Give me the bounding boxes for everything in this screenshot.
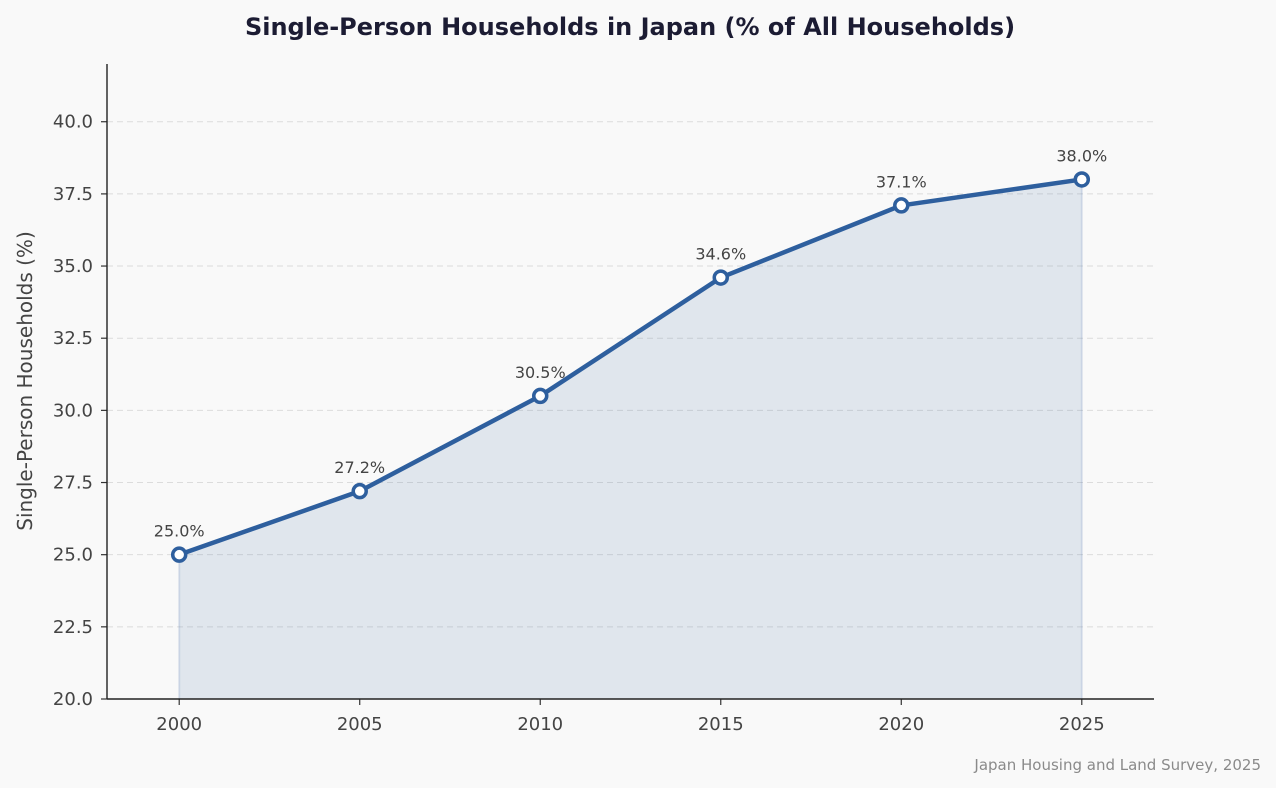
x-tick-label: 2000 <box>156 714 202 735</box>
y-tick-label: 22.5 <box>53 617 93 638</box>
series-line <box>176 177 1085 557</box>
x-tick-label: 2005 <box>337 714 383 735</box>
data-point <box>712 269 730 286</box>
data-point <box>531 387 549 405</box>
y-tick-label: 30.0 <box>53 400 93 421</box>
data-point <box>1073 171 1091 188</box>
y-tick-label: 25.0 <box>53 545 93 566</box>
data-points <box>170 171 1091 563</box>
data-label: 34.6% <box>695 245 746 264</box>
data-point <box>351 482 368 500</box>
x-tick-label: 2015 <box>698 714 744 735</box>
area-fill-layer <box>178 179 1083 700</box>
y-tick-label: 32.5 <box>53 328 93 349</box>
area-fill <box>179 179 1082 700</box>
data-label: 38.0% <box>1056 146 1107 165</box>
y-tick-label: 27.5 <box>53 473 93 494</box>
series-line-layer <box>176 177 1085 557</box>
x-tick-label: 2020 <box>878 714 924 735</box>
axes <box>101 64 1154 705</box>
data-label: 27.2% <box>334 458 385 477</box>
y-tick-label: 20.0 <box>53 689 93 710</box>
y-tick-label: 40.0 <box>53 112 93 133</box>
y-tick-labels: 20.0 22.5 25.0 27.5 30.0 32.5 35.0 37.5 40.0 <box>53 112 93 710</box>
x-tick-label: 2010 <box>517 714 563 735</box>
data-labels: 25.0% 27.2% 30.5% 34.6% 37.1% 38.0% <box>154 146 1107 540</box>
x-tick-labels: 2000 2005 2010 2015 2020 2025 <box>156 714 1104 735</box>
chart-title: Single-Person Households in Japan (% of … <box>245 13 1015 41</box>
data-point <box>170 546 188 563</box>
data-label: 30.5% <box>515 363 566 382</box>
data-point <box>893 197 910 214</box>
data-label: 25.0% <box>154 522 205 541</box>
data-label: 37.1% <box>876 172 927 191</box>
x-tick-label: 2025 <box>1059 714 1105 735</box>
y-axis-label: Single-Person Households (%) <box>13 231 37 531</box>
y-tick-label: 35.0 <box>53 256 93 277</box>
y-tick-label: 37.5 <box>53 184 93 205</box>
source-note: Japan Housing and Land Survey, 2025 <box>973 756 1261 774</box>
